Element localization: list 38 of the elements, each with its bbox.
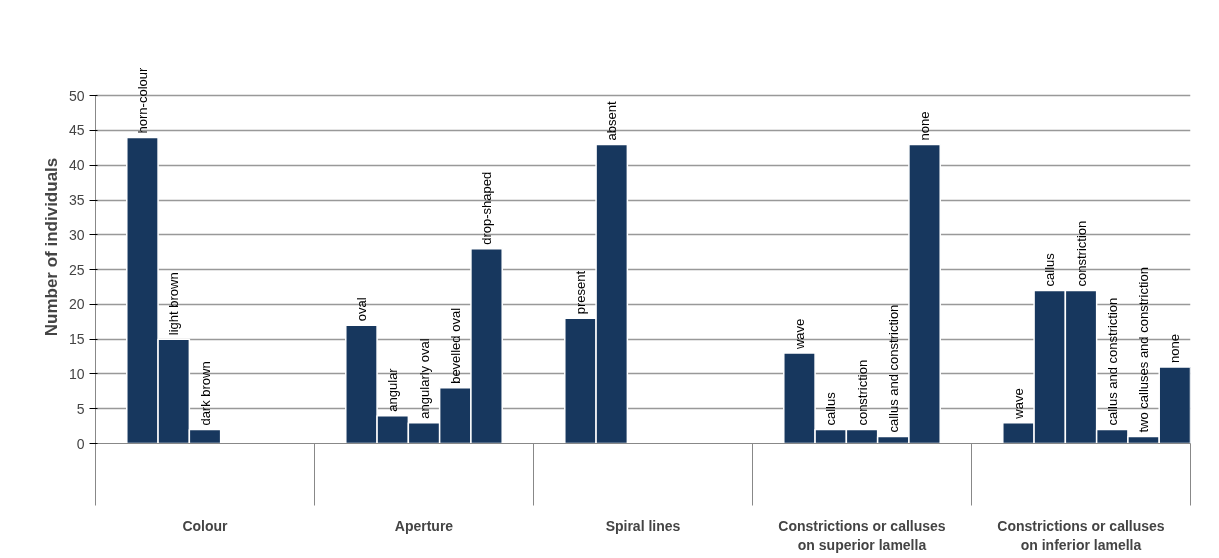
x-tick-label: light brown: [166, 272, 182, 336]
y-tick-label: 20: [68, 296, 85, 313]
x-tick-label: dark brown: [197, 361, 213, 426]
x-tick-label: constriction: [854, 359, 870, 426]
y-tick-label: 5: [76, 400, 85, 417]
x-tick-label: callus and constriction: [1104, 297, 1120, 426]
x-tick-label: drop-shaped: [479, 171, 495, 245]
x-tick-label: bevelled oval: [447, 307, 463, 384]
x-tick-label: none: [917, 111, 933, 141]
y-tick-label: 0: [76, 435, 85, 452]
x-tick-label: two calluses and constriction: [1136, 267, 1152, 433]
x-tick-label: wave: [1010, 388, 1026, 420]
x-tick-label: absent: [604, 100, 620, 141]
y-axis-title: Number of individuals: [41, 157, 61, 337]
y-tick-label: 50: [68, 87, 85, 104]
y-tick-label: 30: [68, 226, 85, 243]
x-tick-label: callus and constriction: [885, 304, 901, 433]
x-tick-label: wave: [791, 318, 807, 351]
text: Spiral lines: [605, 517, 681, 534]
x-tick-label: callus: [823, 391, 839, 426]
text: Colour: [182, 517, 229, 534]
y-tick-label: 40: [68, 157, 85, 174]
text: Constrictions or calluses on superior lamella: [778, 517, 946, 553]
x-tick-label: none: [1167, 334, 1183, 363]
text: Constrictions or calluses on inferior lamella: [997, 517, 1165, 553]
x-tick-label: horn-colour: [134, 67, 150, 134]
y-tick-label: 15: [68, 331, 85, 348]
x-tick-label: oval: [353, 297, 369, 322]
x-tick-label: angular: [385, 367, 401, 412]
x-tick-label: callus: [1042, 252, 1058, 287]
x-tick-label: constriction: [1073, 220, 1089, 287]
text: Aperture: [394, 517, 454, 534]
y-tick-label: 25: [68, 261, 85, 278]
y-tick-label: 35: [68, 192, 85, 209]
y-tick-label: 45: [68, 122, 85, 139]
y-tick-label: 10: [68, 365, 85, 382]
x-tick-label: angularly oval: [416, 338, 432, 419]
x-tick-label: present: [572, 270, 588, 315]
